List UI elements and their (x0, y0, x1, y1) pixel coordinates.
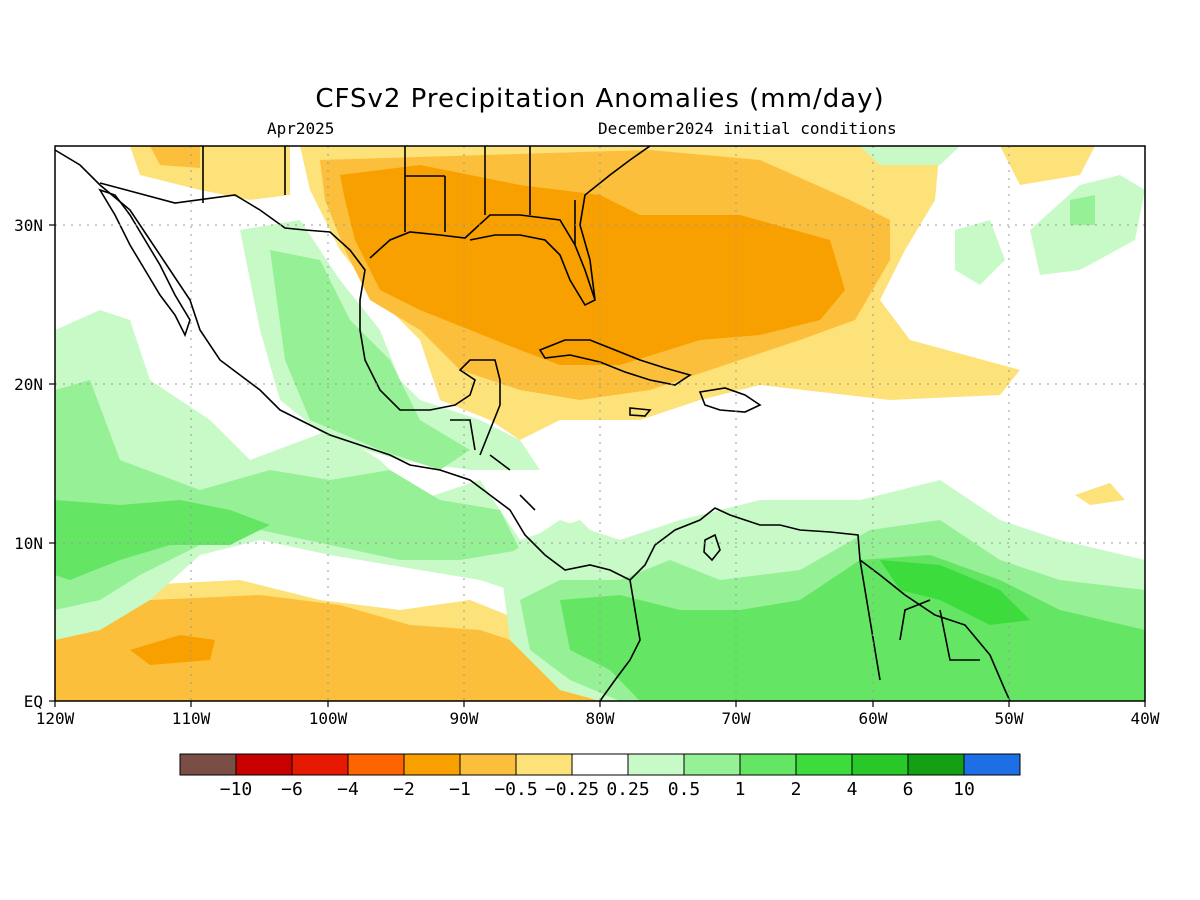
colorbar-swatch (851, 753, 909, 776)
x-tick-label: 120W (36, 709, 75, 728)
colorbar-swatch (179, 753, 237, 776)
coastline-lake-maracaibo (703, 533, 721, 562)
map-gridlines (55, 146, 1145, 701)
border-us-states (202, 146, 576, 245)
coastline-jamaica (629, 407, 652, 417)
colorbar-label: 1 (735, 779, 746, 800)
x-tick-label: 100W (309, 709, 348, 728)
colorbar-swatch (459, 753, 517, 776)
colorbar-swatch (907, 753, 965, 776)
wet-region-mexico-moderate (270, 250, 470, 470)
y-tick-label: 10N (14, 534, 43, 553)
x-tick-label: 60W (859, 709, 888, 728)
colorbar-swatch (571, 753, 629, 776)
wet-patch-atlantic-1 (955, 220, 1005, 285)
dry-patch-atlantic-ne (1000, 146, 1095, 185)
coastline-south-america-north (629, 507, 1011, 701)
colorbar-label: 0.5 (668, 779, 701, 800)
x-tick-label: 50W (995, 709, 1024, 728)
border-guianas (859, 559, 980, 681)
coastline-mexico-west (55, 149, 631, 581)
colorbar-label: 2 (791, 779, 802, 800)
wet-region-south-america-heavy (880, 560, 1030, 625)
x-tick-label: 90W (450, 709, 479, 728)
coastline-hispaniola (698, 387, 762, 413)
colorbar-label: −0.25 (545, 779, 599, 800)
chart-title: CFSv2 Precipitation Anomalies (mm/day) (315, 84, 885, 114)
colorbar-swatch (235, 753, 293, 776)
colorbar-label: −4 (337, 779, 359, 800)
axis-ticks (49, 224, 1146, 707)
wet-patch-atlantic-3 (1070, 195, 1095, 225)
colorbar-swatch (795, 753, 853, 776)
wet-patch-atlantic-4 (860, 146, 960, 165)
x-axis-labels: 120W 110W 100W 90W 80W 70W 60W 50W 40W (36, 709, 1160, 728)
coastline-south-america-west (599, 579, 641, 701)
colorbar-swatch (403, 753, 461, 776)
y-axis-labels: EQ 10N 20N 30N (14, 216, 43, 711)
colorbar-swatch (739, 753, 797, 776)
coastline-gulf-west (304, 229, 501, 456)
coastline-us-east (579, 146, 651, 301)
colorbar-swatch (291, 753, 349, 776)
x-tick-label: 80W (586, 709, 615, 728)
x-tick-label: 110W (172, 709, 211, 728)
colorbar-label: −1 (449, 779, 471, 800)
colorbar-label: 0.25 (606, 779, 649, 800)
colorbar-label: −2 (393, 779, 415, 800)
x-tick-label: 70W (722, 709, 751, 728)
coastlines (55, 146, 1011, 701)
colorbar-label: 10 (953, 779, 975, 800)
y-tick-label: EQ (24, 692, 43, 711)
y-tick-label: 20N (14, 375, 43, 394)
border-central-america (450, 419, 536, 511)
y-tick-label: 30N (14, 216, 43, 235)
dry-patch-nw-moderate (150, 146, 200, 168)
colorbar-swatch (963, 753, 1021, 776)
dry-region-east-pacific-strong (130, 635, 215, 665)
anomaly-field (55, 146, 1145, 701)
dry-region-gulf-atlantic-strong (340, 165, 845, 365)
wet-region-itcz-light (55, 310, 620, 640)
colorbar-label: −0.5 (494, 779, 537, 800)
coastline-baja (98, 188, 191, 338)
colorbar: −10 −6 −4 −2 −1 −0.5 −0.25 0.25 0.5 1 2 4 6 10 (179, 753, 1021, 800)
wet-region-itcz-strong (55, 500, 270, 580)
dry-patch-atlantic-mid (1075, 483, 1125, 505)
coastline-cuba (538, 339, 692, 386)
valid-month-label: Apr2025 (267, 119, 335, 138)
x-tick-label: 40W (1131, 709, 1160, 728)
colorbar-swatch (683, 753, 741, 776)
colorbar-label: −6 (281, 779, 303, 800)
colorbar-label: 4 (847, 779, 858, 800)
colorbar-swatch (515, 753, 573, 776)
initial-conditions-label: December2024 initial conditions (598, 119, 897, 138)
wet-region-itcz-moderate (55, 380, 520, 610)
coastline-gulf-north (369, 214, 596, 307)
border-us-mexico (99, 182, 306, 231)
colorbar-label: 6 (903, 779, 914, 800)
colorbar-swatch (627, 753, 685, 776)
colorbar-swatch (347, 753, 405, 776)
colorbar-label: −10 (220, 779, 253, 800)
